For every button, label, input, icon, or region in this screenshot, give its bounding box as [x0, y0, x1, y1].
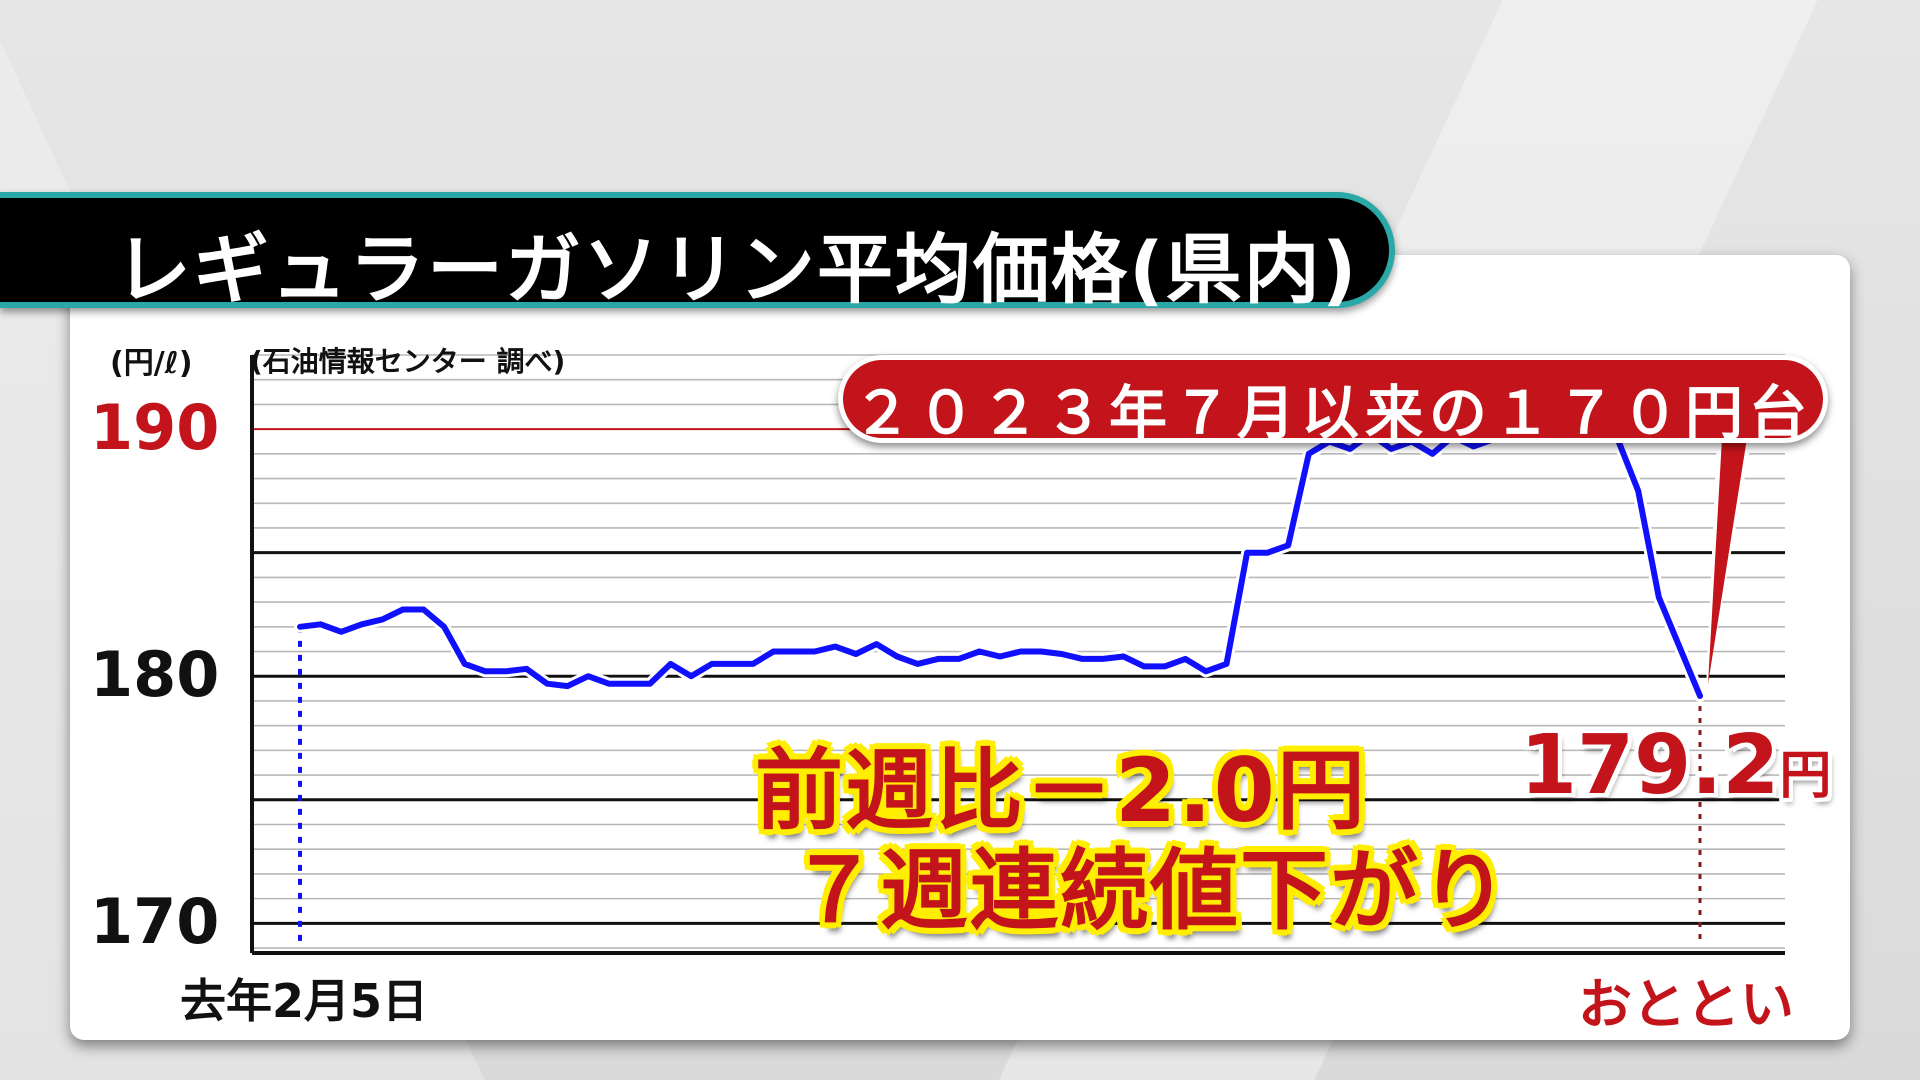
data-point	[1677, 644, 1682, 649]
data-point	[1224, 661, 1229, 667]
data-point	[1059, 651, 1064, 657]
data-point	[853, 651, 859, 657]
page-title: レギュラーガソリン平均価格(県内)	[115, 225, 1359, 314]
data-point	[1203, 669, 1209, 674]
data-point	[791, 649, 797, 654]
data-point	[544, 681, 550, 686]
data-point	[1121, 654, 1126, 659]
data-point	[1430, 451, 1435, 457]
data-point	[997, 654, 1003, 659]
y-axis-unit-label: (円/ℓ)	[110, 346, 193, 381]
chart-markers	[298, 438, 1752, 945]
data-point	[441, 624, 447, 630]
data-point	[524, 666, 529, 672]
data-point	[359, 622, 364, 627]
data-point	[1265, 550, 1270, 555]
data-point	[833, 644, 838, 649]
last-value-unit: 円	[1779, 746, 1832, 806]
callout-text: ２０２３年７月以来の１７０円台	[852, 379, 1813, 447]
data-point	[565, 683, 570, 689]
data-point	[318, 622, 323, 627]
data-point	[956, 656, 962, 662]
data-point	[1306, 451, 1312, 457]
data-point	[1347, 446, 1353, 452]
callout-bubble: ２０２３年７月以来の１７０円台	[838, 355, 1828, 447]
consecutive-decline-note: ７週連続値下がり	[790, 839, 1511, 942]
data-point	[750, 661, 756, 667]
data-point	[1471, 444, 1476, 449]
y-tick-label: 170	[90, 885, 220, 959]
title-bar: レギュラーガソリン平均価格(県内)	[0, 192, 1395, 314]
y-tick-label: 190	[90, 391, 220, 465]
data-point	[771, 649, 776, 654]
x-axis-end-label: おととい	[1578, 973, 1794, 1036]
x-axis-start-label: 去年2月5日	[180, 974, 429, 1028]
data-point	[297, 624, 303, 630]
weekly-change-note: 前週比－2.0円	[755, 739, 1367, 842]
data-point	[894, 654, 900, 659]
chart-series	[294, 410, 1706, 702]
data-point	[1388, 446, 1394, 452]
data-point	[812, 649, 817, 654]
data-point	[647, 681, 653, 686]
data-point	[421, 607, 426, 612]
data-point	[1244, 550, 1250, 555]
data-point	[338, 629, 344, 634]
series-line	[297, 413, 1703, 699]
data-point	[1141, 664, 1147, 669]
data-point	[1162, 664, 1167, 669]
data-point	[627, 681, 632, 686]
data-point	[668, 661, 673, 667]
data-point	[462, 661, 467, 667]
data-point	[730, 661, 735, 667]
chart-axes	[250, 355, 1785, 955]
data-point	[606, 681, 612, 686]
data-point	[503, 669, 509, 674]
data-point	[1636, 488, 1641, 494]
data-point	[915, 661, 920, 667]
data-point	[1080, 656, 1085, 662]
data-point	[483, 669, 488, 674]
data-point	[1100, 656, 1106, 662]
data-point	[380, 617, 385, 622]
data-point	[1038, 649, 1044, 654]
data-point	[709, 661, 714, 667]
data-point	[1656, 594, 1662, 600]
data-point	[1286, 543, 1291, 548]
last-value-number: 179.2	[1520, 718, 1780, 813]
data-point	[1697, 693, 1703, 699]
data-point	[936, 656, 941, 662]
data-point	[977, 649, 982, 654]
data-point	[586, 674, 591, 679]
data-point	[874, 641, 879, 647]
callout-pointer	[1708, 438, 1747, 685]
last-value-label: 179.2円	[1520, 718, 1831, 813]
data-point	[1018, 649, 1023, 654]
source-label: (石油情報センター 調べ)	[250, 345, 566, 378]
data-point	[400, 607, 406, 612]
y-tick-label: 180	[90, 638, 220, 712]
callout-pointer-outline	[1706, 438, 1752, 691]
data-point	[1183, 656, 1188, 662]
data-point	[688, 674, 694, 679]
